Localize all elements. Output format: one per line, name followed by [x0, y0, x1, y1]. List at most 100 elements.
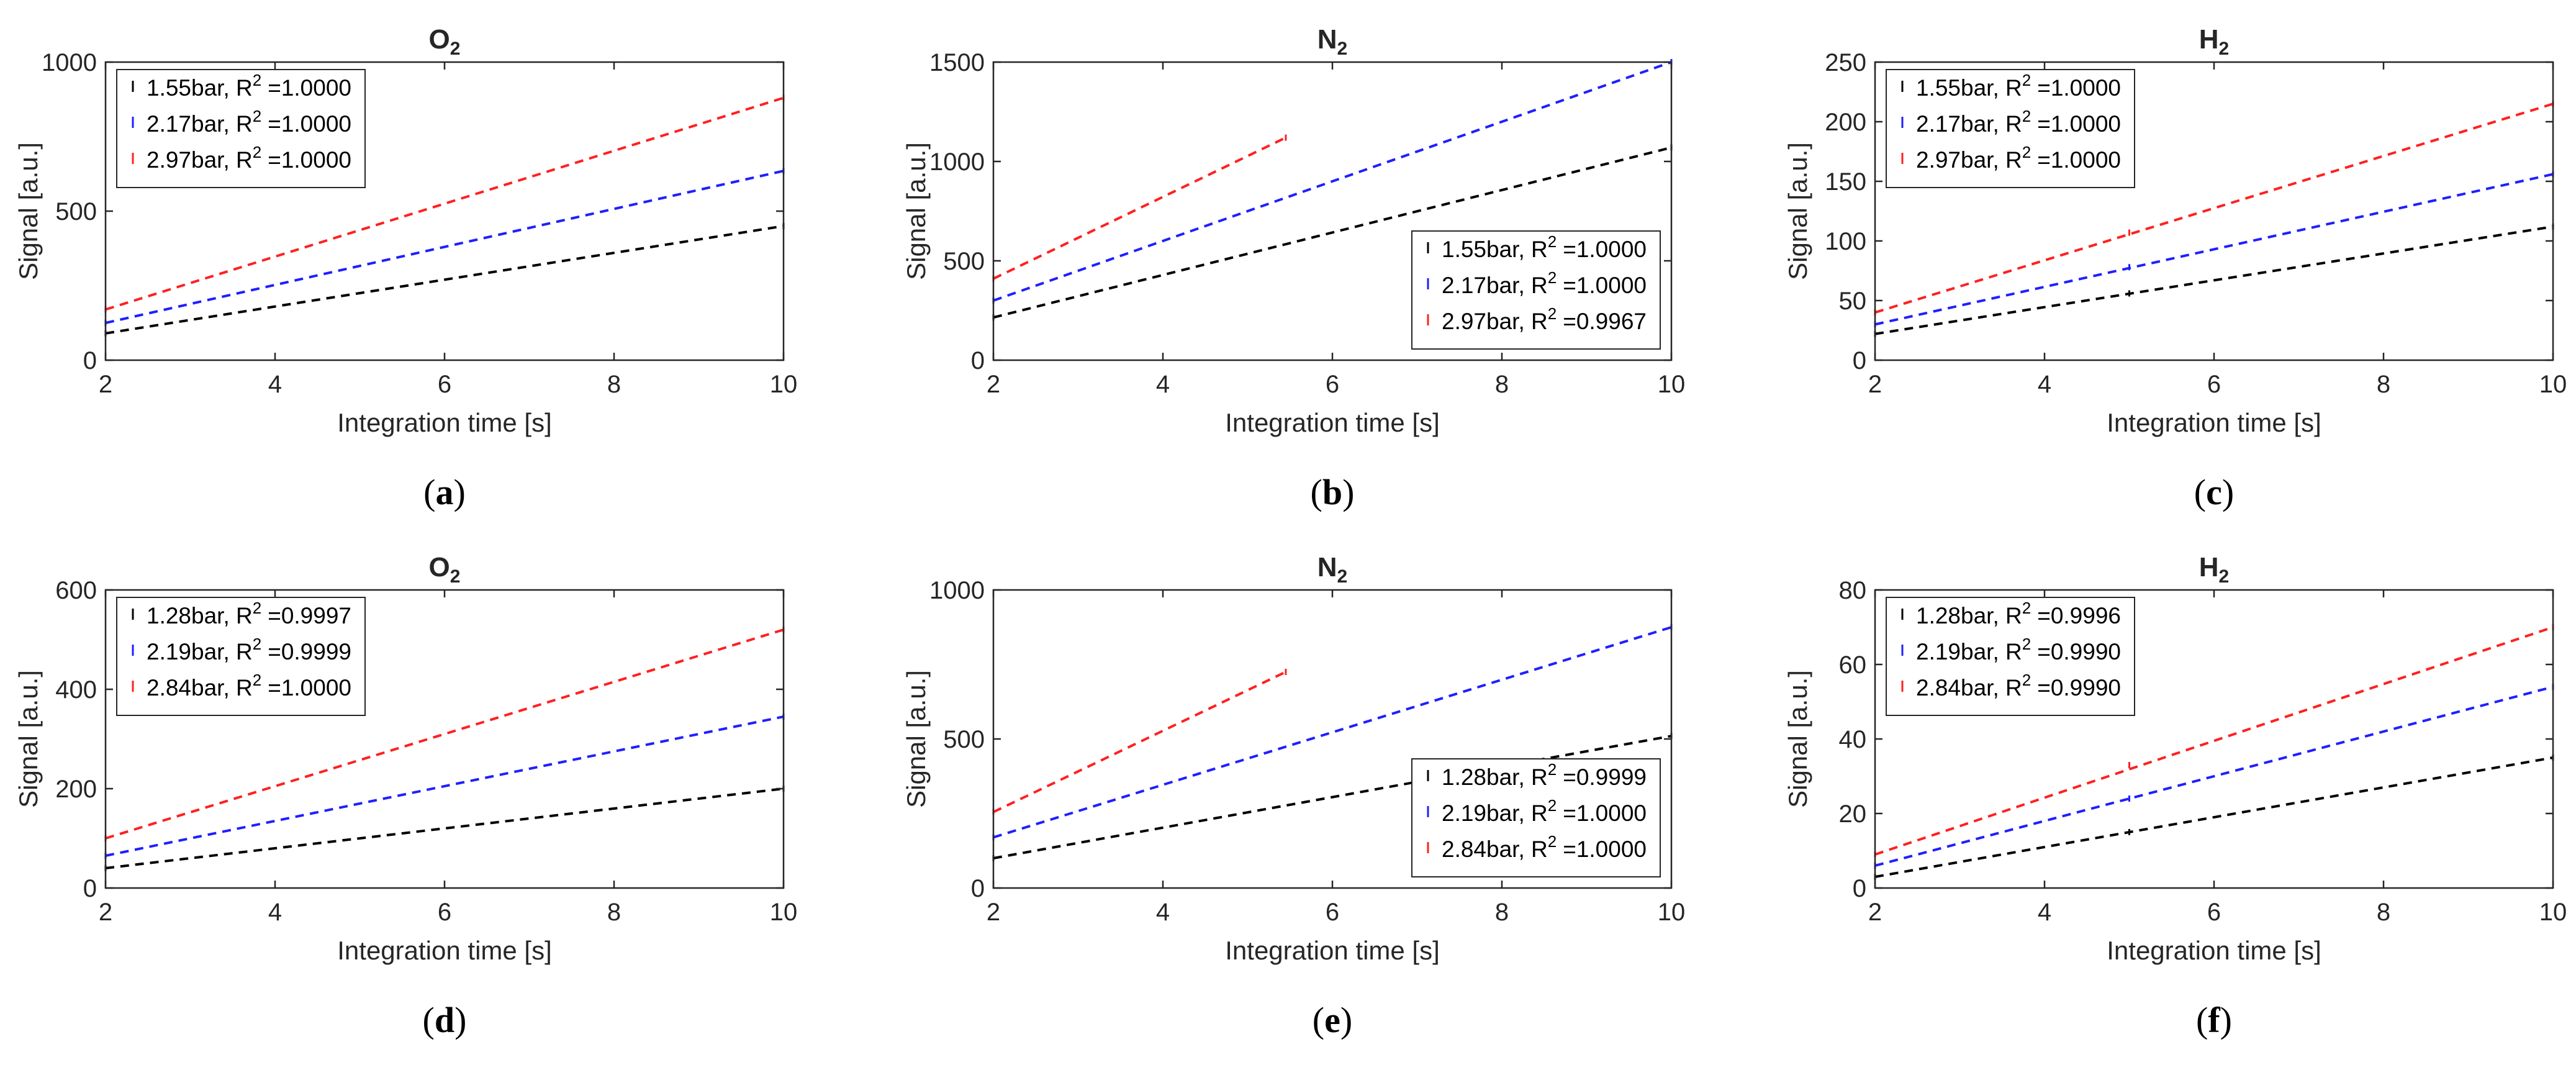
legend-separator: , [1518, 309, 1531, 334]
legend-r2-label: R [236, 675, 253, 700]
panel-caption: (f) [2196, 1000, 2232, 1040]
x-tick-label: 2 [1868, 899, 1882, 926]
legend-entry: 2.19bar, R2 =0.9990 [1916, 635, 2121, 664]
series-line-1.55bar [993, 146, 1672, 319]
legend-r2-label: R [236, 75, 253, 101]
legend-series-name: 2.17bar [1442, 273, 1519, 298]
series-line-2.19bar [1874, 686, 2554, 867]
legend-r2-label: R [1531, 764, 1548, 790]
y-tick-label: 200 [1825, 109, 1866, 136]
x-tick-label: 6 [438, 899, 451, 926]
legend-separator: , [1992, 603, 2005, 628]
x-tick-label: 8 [607, 371, 621, 398]
y-tick-label: 60 [1839, 651, 1867, 679]
legend-entry: 1.28bar, R2 =0.9996 [1916, 599, 2121, 628]
legend-r2-label: R [1531, 273, 1548, 298]
legend-separator: , [1992, 639, 2005, 664]
caption-paren-open: ( [2196, 1000, 2208, 1040]
legend-r2-superscript: 2 [2022, 671, 2031, 689]
legend-r2-superscript: 2 [2022, 143, 2031, 161]
legend-separator: , [223, 75, 236, 101]
x-tick-label: 4 [1156, 899, 1170, 926]
series-line-2.19bar [105, 715, 784, 857]
legend-series-name: 1.55bar [1442, 237, 1519, 262]
legend-box [116, 69, 366, 188]
y-tick-label: 0 [1853, 347, 1866, 374]
y-axis-label: Signal [a.u.] [1783, 670, 1812, 808]
x-tick-label: 4 [1156, 371, 1170, 398]
series-line-1.28bar [105, 787, 784, 869]
chart-title: N2 [1317, 552, 1347, 587]
legend-entry: 1.28bar, R2 =0.9997 [147, 599, 351, 628]
x-tick-label: 10 [770, 371, 798, 398]
chart-title-element: N [1317, 24, 1337, 55]
legend-r2-label: R [2005, 147, 2022, 173]
legend-r2-superscript: 2 [2022, 635, 2031, 653]
x-tick-label: 2 [99, 899, 112, 926]
chart-title-element: H [2199, 552, 2219, 582]
legend-r2-superscript: 2 [1548, 832, 1557, 851]
chart-title: H2 [2199, 552, 2229, 587]
x-tick-label: 10 [1658, 371, 1686, 398]
legend-separator: , [223, 111, 236, 137]
legend-r2-label: R [236, 603, 253, 628]
legend-r2-superscript: 2 [2022, 599, 2031, 617]
legend-r2-value: =0.9999 [268, 639, 351, 664]
x-tick-label: 10 [770, 899, 798, 926]
legend-box [1886, 69, 2135, 188]
legend-series-name: 1.28bar [1442, 764, 1519, 790]
x-tick-label: 4 [2038, 899, 2051, 926]
x-axis-label: Integration time [s] [1225, 936, 1440, 965]
caption-letter: b [1322, 472, 1342, 512]
y-tick-label: 20 [1839, 800, 1867, 828]
x-tick-label: 10 [2539, 899, 2567, 926]
y-tick-label: 200 [55, 776, 97, 803]
legend-r2-superscript: 2 [1548, 304, 1557, 323]
series-line-2.17bar [1874, 173, 2554, 326]
legend-separator: , [1992, 147, 2005, 173]
legend-r2-label: R [2005, 675, 2022, 700]
y-tick-label: 500 [943, 726, 985, 753]
legend-separator: , [223, 639, 236, 664]
y-tick-label: 1000 [929, 577, 985, 604]
legend-separator: , [1518, 273, 1531, 298]
legend-r2-value: =1.0000 [2037, 111, 2121, 137]
x-axis-label: Integration time [s] [2107, 936, 2321, 965]
x-axis-label: Integration time [s] [337, 408, 552, 437]
legend-r2-value: =1.0000 [268, 75, 351, 101]
legend-r2-value: =1.0000 [1563, 800, 1647, 826]
legend-entry: 1.55bar, R2 =1.0000 [147, 71, 351, 101]
legend-r2-superscript: 2 [1548, 760, 1557, 779]
x-tick-label: 2 [987, 371, 1000, 398]
legend-r2-superscript: 2 [253, 635, 261, 653]
x-axis-label: Integration time [s] [2107, 408, 2321, 437]
y-tick-label: 250 [1825, 49, 1866, 76]
caption-paren-close: ) [454, 472, 466, 512]
legend-entry: 2.17bar, R2 =1.0000 [147, 107, 351, 137]
panel-caption: (b) [1311, 472, 1355, 512]
x-axis-label: Integration time [s] [337, 936, 552, 965]
x-tick-label: 8 [607, 899, 621, 926]
y-axis-label: Signal [a.u.] [1783, 142, 1812, 280]
legend-separator: , [1992, 75, 2005, 101]
y-tick-label: 1000 [42, 49, 97, 76]
caption-letter: d [435, 1000, 454, 1040]
legend-r2-label: R [2005, 639, 2022, 664]
legend-series-name: 1.55bar [1916, 75, 1994, 101]
x-tick-label: 8 [2377, 899, 2390, 926]
y-tick-label: 600 [55, 577, 97, 604]
legend-series-name: 2.97bar [1442, 309, 1519, 334]
legend-entry: 2.97bar, R2 =1.0000 [1916, 143, 2121, 173]
legend-series-name: 2.84bar [147, 675, 224, 700]
panel-caption: (c) [2194, 472, 2234, 512]
x-tick-label: 2 [987, 899, 1000, 926]
legend-r2-superscript: 2 [253, 671, 261, 689]
chart-title: O2 [429, 24, 461, 59]
